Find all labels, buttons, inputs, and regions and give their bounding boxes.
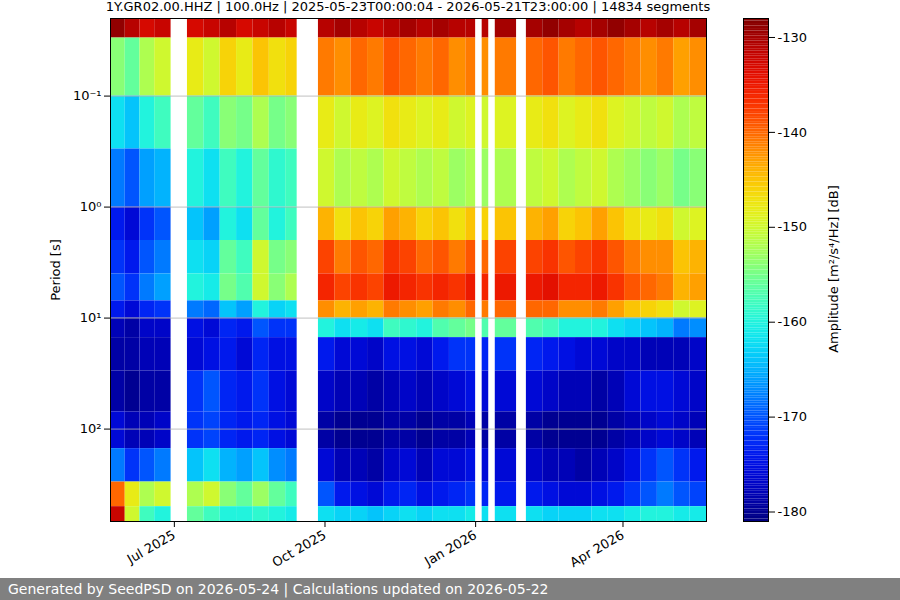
svg-text:-170: -170 (778, 409, 808, 424)
svg-text:Jan 2026: Jan 2026 (421, 527, 479, 569)
svg-text:10¹: 10¹ (80, 310, 102, 325)
svg-text:-130: -130 (778, 30, 808, 45)
svg-text:-140: -140 (778, 125, 808, 140)
svg-text:Apr 2026: Apr 2026 (567, 527, 626, 570)
svg-text:-150: -150 (778, 219, 808, 234)
svg-text:-160: -160 (778, 314, 808, 329)
svg-text:10²: 10² (80, 421, 102, 436)
svg-text:Jul 2025: Jul 2025 (124, 527, 178, 567)
html-text:Amplitude [m²/s⁴/Hz] [dB]: Amplitude [m²/s⁴/Hz] [dB] (826, 185, 841, 353)
svg-text:-180: -180 (778, 504, 808, 519)
svg-text:10⁰: 10⁰ (80, 199, 102, 214)
svg-text:10⁻¹: 10⁻¹ (73, 88, 102, 103)
html-text:1Y.GR02.00.HHZ | 100.0Hz | 202: 1Y.GR02.00.HHZ | 100.0Hz | 2025-05-23T00… (105, 0, 711, 14)
svg-text:Oct 2025: Oct 2025 (269, 527, 328, 570)
html-text:Generated by SeedPSD on 2026-0: Generated by SeedPSD on 2026-05-24 | Cal… (8, 581, 549, 597)
svg-text:Period [s]: Period [s] (48, 239, 63, 301)
